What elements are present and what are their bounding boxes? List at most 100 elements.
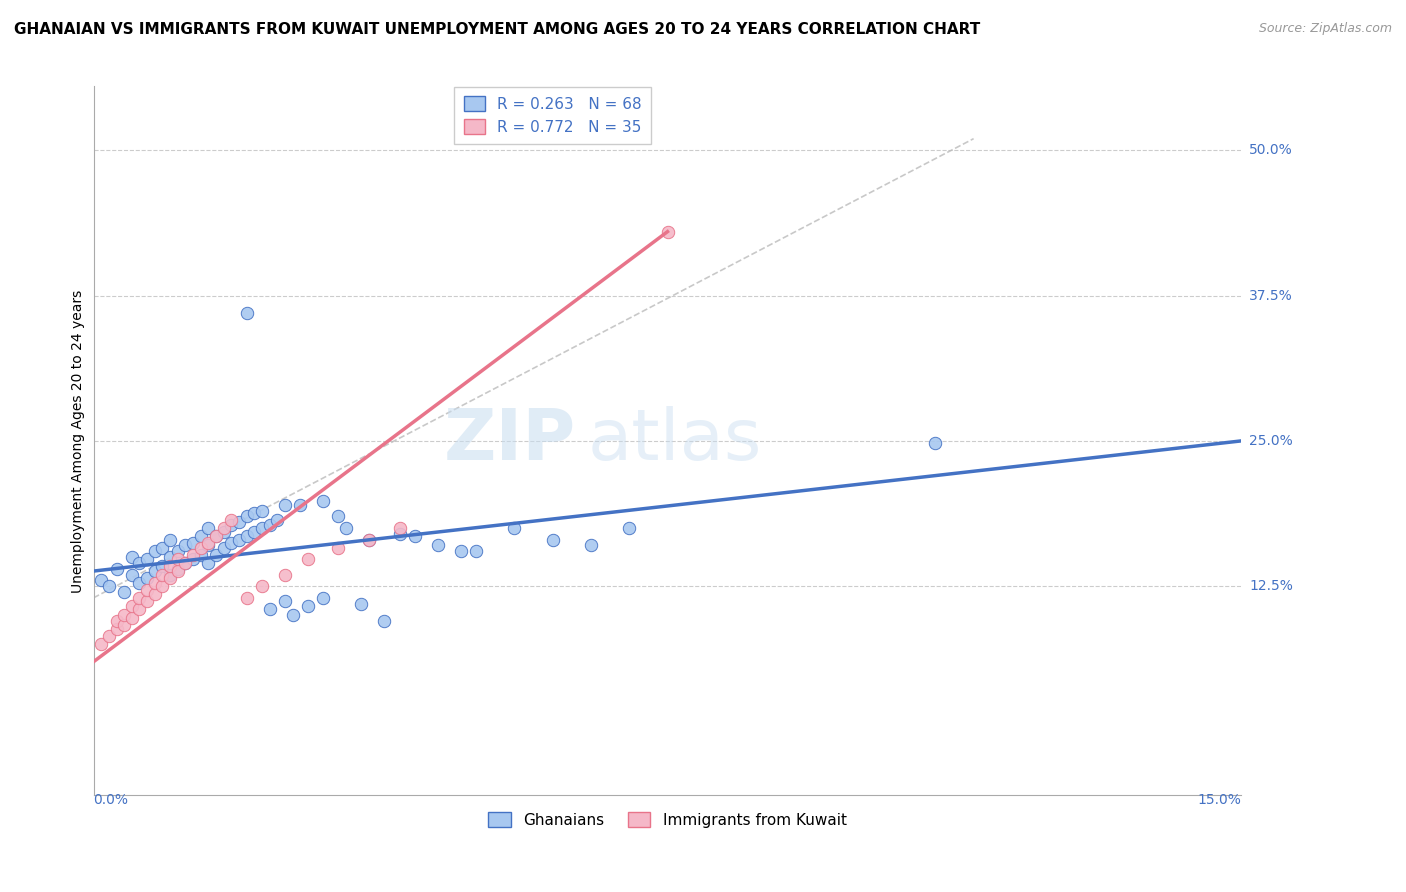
Point bbox=[465, 544, 488, 558]
Point bbox=[205, 529, 228, 543]
Point bbox=[297, 599, 319, 613]
Point bbox=[90, 637, 112, 651]
Point bbox=[290, 498, 312, 512]
Point bbox=[143, 544, 166, 558]
Point bbox=[121, 567, 143, 582]
Point bbox=[619, 521, 641, 535]
Text: ZIP: ZIP bbox=[443, 407, 575, 475]
Point bbox=[181, 536, 204, 550]
Point bbox=[404, 529, 426, 543]
Point bbox=[357, 533, 380, 547]
Text: 15.0%: 15.0% bbox=[1198, 793, 1241, 807]
Point bbox=[335, 521, 357, 535]
Point bbox=[197, 536, 219, 550]
Point bbox=[212, 521, 235, 535]
Point bbox=[105, 622, 128, 636]
Point bbox=[159, 559, 181, 574]
Point bbox=[152, 579, 174, 593]
Point bbox=[221, 536, 243, 550]
Point bbox=[121, 599, 143, 613]
Point bbox=[159, 533, 181, 547]
Point bbox=[503, 521, 526, 535]
Point bbox=[297, 552, 319, 566]
Point bbox=[328, 541, 350, 555]
Point bbox=[197, 521, 219, 535]
Point bbox=[205, 548, 228, 562]
Point bbox=[105, 562, 128, 576]
Point bbox=[312, 591, 335, 605]
Point bbox=[274, 594, 297, 608]
Point bbox=[190, 541, 212, 555]
Text: Source: ZipAtlas.com: Source: ZipAtlas.com bbox=[1258, 22, 1392, 36]
Point bbox=[235, 509, 257, 524]
Text: 37.5%: 37.5% bbox=[1249, 289, 1294, 302]
Point bbox=[136, 594, 159, 608]
Point bbox=[152, 567, 174, 582]
Point bbox=[388, 527, 411, 541]
Point bbox=[159, 567, 181, 582]
Point bbox=[174, 556, 197, 570]
Point bbox=[128, 602, 150, 616]
Point bbox=[228, 533, 250, 547]
Text: 50.0%: 50.0% bbox=[1249, 144, 1294, 157]
Point bbox=[243, 524, 266, 539]
Point bbox=[221, 517, 243, 532]
Point bbox=[250, 521, 273, 535]
Point bbox=[166, 544, 188, 558]
Point bbox=[121, 610, 143, 624]
Point bbox=[174, 539, 197, 553]
Point bbox=[312, 494, 335, 508]
Point bbox=[235, 306, 257, 320]
Point bbox=[388, 521, 411, 535]
Text: GHANAIAN VS IMMIGRANTS FROM KUWAIT UNEMPLOYMENT AMONG AGES 20 TO 24 YEARS CORREL: GHANAIAN VS IMMIGRANTS FROM KUWAIT UNEMP… bbox=[14, 22, 980, 37]
Point bbox=[166, 552, 188, 566]
Point bbox=[274, 567, 297, 582]
Point bbox=[136, 571, 159, 585]
Point bbox=[166, 562, 188, 576]
Point bbox=[259, 602, 281, 616]
Point bbox=[181, 552, 204, 566]
Point bbox=[259, 517, 281, 532]
Point bbox=[450, 544, 472, 558]
Point bbox=[181, 548, 204, 562]
Point bbox=[112, 585, 135, 599]
Point bbox=[924, 436, 946, 450]
Point bbox=[541, 533, 564, 547]
Point bbox=[212, 524, 235, 539]
Point bbox=[159, 571, 181, 585]
Text: atlas: atlas bbox=[588, 407, 762, 475]
Point bbox=[357, 533, 380, 547]
Point bbox=[121, 550, 143, 565]
Point bbox=[136, 582, 159, 597]
Point bbox=[90, 574, 112, 588]
Point bbox=[197, 539, 219, 553]
Point bbox=[97, 579, 120, 593]
Point bbox=[250, 579, 273, 593]
Point bbox=[235, 529, 257, 543]
Point bbox=[228, 515, 250, 529]
Point bbox=[266, 513, 288, 527]
Point bbox=[243, 506, 266, 520]
Text: 12.5%: 12.5% bbox=[1249, 579, 1294, 593]
Point bbox=[128, 575, 150, 590]
Point bbox=[190, 529, 212, 543]
Point bbox=[221, 513, 243, 527]
Point bbox=[350, 597, 373, 611]
Point bbox=[373, 614, 395, 628]
Point bbox=[97, 629, 120, 643]
Point bbox=[174, 556, 197, 570]
Point bbox=[657, 225, 679, 239]
Point bbox=[274, 498, 297, 512]
Point bbox=[152, 559, 174, 574]
Point bbox=[136, 552, 159, 566]
Point bbox=[105, 614, 128, 628]
Point bbox=[112, 617, 135, 632]
Point bbox=[159, 550, 181, 565]
Point bbox=[426, 539, 449, 553]
Point bbox=[166, 564, 188, 578]
Point bbox=[128, 591, 150, 605]
Point bbox=[190, 548, 212, 562]
Point bbox=[143, 564, 166, 578]
Point bbox=[212, 541, 235, 555]
Text: 25.0%: 25.0% bbox=[1249, 434, 1294, 448]
